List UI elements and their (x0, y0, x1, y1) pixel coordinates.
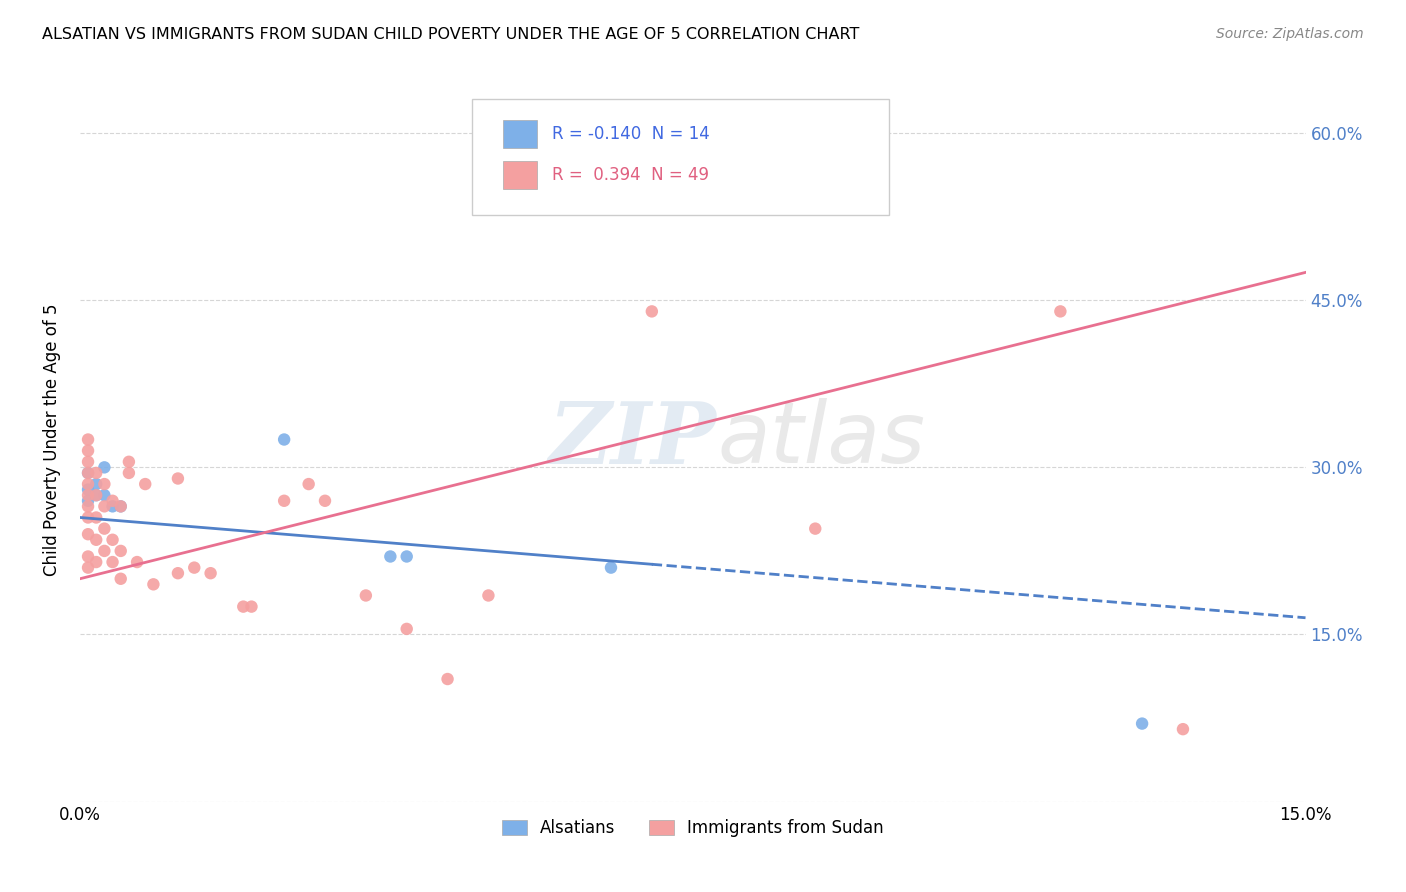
Text: Source: ZipAtlas.com: Source: ZipAtlas.com (1216, 27, 1364, 41)
Point (273, 493, 295, 508)
Point (93, 488, 115, 502)
Text: R = -0.140  N = 14: R = -0.140 N = 14 (551, 125, 710, 143)
Point (93, 500, 115, 514)
Point (84, 533, 107, 547)
Point (101, 493, 124, 508)
Point (84, 477, 107, 491)
Point (641, 304, 664, 318)
Text: ZIP: ZIP (550, 398, 717, 482)
Point (77, 483, 100, 497)
Point (101, 500, 124, 514)
Point (101, 533, 124, 547)
Point (1130, 716, 1153, 731)
FancyBboxPatch shape (503, 120, 537, 148)
Point (77, 466, 100, 480)
Point (232, 599, 254, 614)
Point (93, 544, 115, 558)
Point (354, 589, 377, 603)
Point (110, 500, 132, 514)
Point (84, 488, 107, 502)
Point (477, 589, 499, 603)
Point (200, 566, 222, 581)
Text: atlas: atlas (717, 398, 925, 481)
Point (395, 549, 418, 564)
Text: ALSATIAN VS IMMIGRANTS FROM SUDAN CHILD POVERTY UNDER THE AGE OF 5 CORRELATION C: ALSATIAN VS IMMIGRANTS FROM SUDAN CHILD … (42, 27, 859, 42)
Text: R =  0.394  N = 49: R = 0.394 N = 49 (551, 166, 709, 185)
Point (84, 510, 107, 524)
Point (110, 544, 132, 558)
Point (804, 522, 827, 536)
Point (77, 488, 100, 502)
Point (77, 466, 100, 480)
Point (77, 443, 100, 458)
Point (77, 477, 100, 491)
Point (183, 560, 205, 574)
Point (77, 433, 100, 447)
Point (273, 433, 295, 447)
Point (118, 466, 141, 480)
Point (101, 555, 124, 569)
Point (93, 460, 115, 475)
Point (77, 560, 100, 574)
Point (125, 555, 148, 569)
Point (77, 493, 100, 508)
Point (77, 527, 100, 541)
Point (93, 477, 115, 491)
Point (142, 577, 165, 591)
Point (1171, 722, 1194, 736)
Point (600, 560, 623, 574)
Legend: Alsatians, Immigrants from Sudan: Alsatians, Immigrants from Sudan (495, 813, 890, 844)
Point (84, 466, 107, 480)
Point (1049, 304, 1071, 318)
Y-axis label: Child Poverty Under the Age of 5: Child Poverty Under the Age of 5 (44, 303, 60, 575)
Point (110, 572, 132, 586)
Point (110, 500, 132, 514)
Point (84, 488, 107, 502)
Point (763, 103, 786, 118)
FancyBboxPatch shape (503, 161, 537, 189)
Point (77, 455, 100, 469)
Point (298, 477, 321, 491)
Point (77, 500, 100, 514)
Point (167, 471, 190, 485)
Point (395, 622, 418, 636)
Point (77, 549, 100, 564)
Point (167, 566, 190, 581)
Point (314, 493, 336, 508)
Point (93, 522, 115, 536)
Point (84, 555, 107, 569)
Point (77, 510, 100, 524)
Point (436, 672, 458, 686)
Point (134, 477, 156, 491)
Point (380, 549, 402, 564)
Point (240, 599, 263, 614)
Point (118, 455, 141, 469)
FancyBboxPatch shape (472, 99, 889, 215)
